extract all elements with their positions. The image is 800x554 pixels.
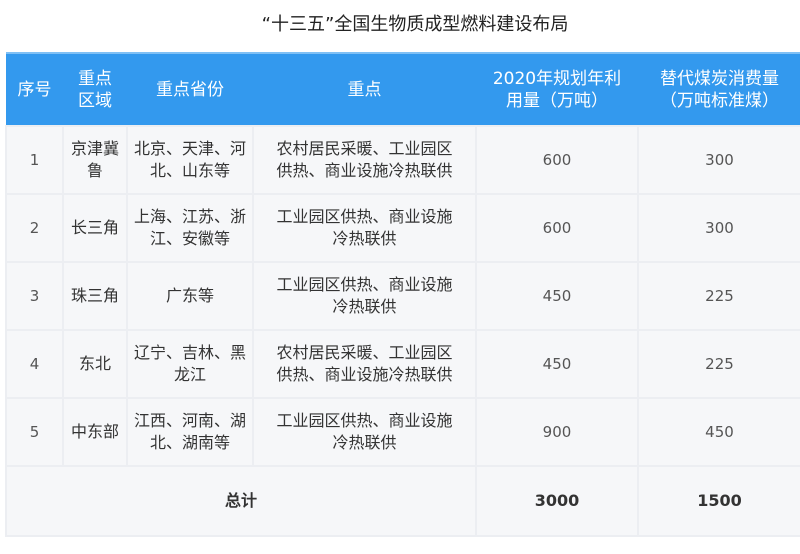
header-provinces: 重点省份 [127, 52, 253, 126]
header-focus: 重点 [253, 52, 476, 126]
cell-focus: 工业园区供热、商业设施冷热联供 [252, 193, 477, 263]
cell-focus: 工业园区供热、商业设施冷热联供 [252, 397, 477, 467]
header-usage: 2020年规划年利用量（万吨） [476, 52, 638, 126]
cell-provinces: 广东等 [126, 261, 254, 331]
cell-provinces: 北京、天津、河北、山东等 [126, 125, 254, 195]
cell-usage: 900 [475, 397, 639, 467]
table-row: 2 长三角 上海、江苏、浙江、安徽等 工业园区供热、商业设施冷热联供 600 300 [5, 193, 800, 263]
cell-focus: 农村居民采暖、工业园区供热、商业设施冷热联供 [252, 125, 477, 195]
table-row: 1 京津冀鲁 北京、天津、河北、山东等 农村居民采暖、工业园区供热、商业设施冷热联供 6… [5, 125, 800, 195]
cell-no: 2 [5, 193, 64, 263]
header-row: 序号 重点区域 重点省份 重点 2020年规划年利用量（万吨） 替代煤炭消费量（… [6, 52, 800, 126]
cell-provinces: 辽宁、吉林、黑龙江 [126, 329, 254, 399]
header-coal: 替代煤炭消费量（万吨标准煤） [638, 52, 800, 126]
table-title: “十三五”全国生物质成型燃料建设布局 [261, 14, 569, 35]
total-coal: 1500 [637, 465, 800, 537]
table-row: 5 中东部 江西、河南、湖北、湖南等 工业园区供热、商业设施冷热联供 900 450 [5, 397, 800, 467]
total-row: 总计 3000 1500 [5, 465, 800, 537]
cell-focus: 工业园区供热、商业设施冷热联供 [252, 261, 477, 331]
cell-usage: 600 [475, 193, 639, 263]
total-usage: 3000 [475, 465, 639, 537]
cell-region: 长三角 [62, 193, 128, 263]
cell-coal: 225 [637, 261, 800, 331]
header-region: 重点区域 [63, 52, 127, 126]
header-no: 序号 [6, 52, 63, 126]
cell-no: 4 [5, 329, 64, 399]
cell-coal: 225 [637, 329, 800, 399]
cell-usage: 450 [475, 261, 639, 331]
cell-provinces: 上海、江苏、浙江、安徽等 [126, 193, 254, 263]
cell-coal: 450 [637, 397, 800, 467]
cell-no: 5 [5, 397, 64, 467]
table-row: 4 东北 辽宁、吉林、黑龙江 农村居民采暖、工业园区供热、商业设施冷热联供 450 225 [5, 329, 800, 399]
cell-provinces: 江西、河南、湖北、湖南等 [126, 397, 254, 467]
total-label: 总计 [5, 465, 477, 537]
cell-usage: 600 [475, 125, 639, 195]
layout-table: 序号 重点区域 重点省份 重点 2020年规划年利用量（万吨） 替代煤炭消费量（… [5, 52, 800, 537]
cell-region: 京津冀鲁 [62, 125, 128, 195]
table-row: 3 珠三角 广东等 工业园区供热、商业设施冷热联供 450 225 [5, 261, 800, 331]
cell-no: 3 [5, 261, 64, 331]
cell-coal: 300 [637, 193, 800, 263]
cell-focus: 农村居民采暖、工业园区供热、商业设施冷热联供 [252, 329, 477, 399]
cell-usage: 450 [475, 329, 639, 399]
cell-coal: 300 [637, 125, 800, 195]
cell-region: 珠三角 [62, 261, 128, 331]
cell-no: 1 [5, 125, 64, 195]
cell-region: 东北 [62, 329, 128, 399]
cell-region: 中东部 [62, 397, 128, 467]
